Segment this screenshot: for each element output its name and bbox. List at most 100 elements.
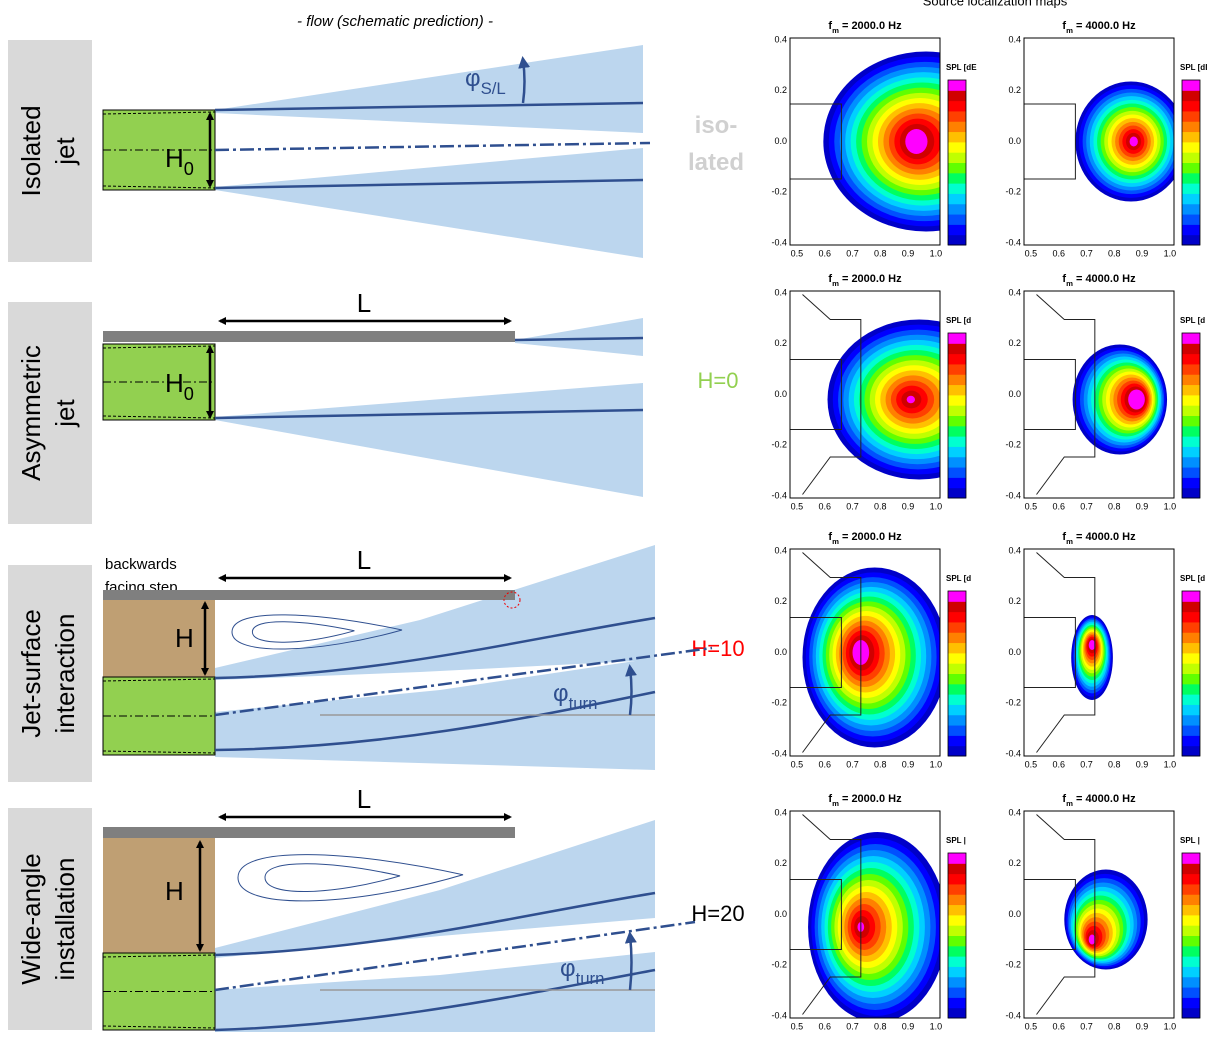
colorbar-band xyxy=(1182,946,1200,957)
nozzle-outline xyxy=(1024,360,1075,430)
map-field xyxy=(790,553,947,753)
colorbar-band xyxy=(948,333,966,344)
colorbar-band xyxy=(1182,874,1200,885)
map-x-tick: 1.0 xyxy=(1164,1021,1177,1031)
map-y-tick: 0.2 xyxy=(774,338,787,348)
map-x-tick: 0.8 xyxy=(874,501,887,511)
map-x-tick: 0.6 xyxy=(818,1021,831,1031)
colorbar-band xyxy=(948,997,966,1008)
colorbar-band xyxy=(948,354,966,365)
colorbar-band xyxy=(948,601,966,612)
map-y-tick: 0.0 xyxy=(1008,647,1021,657)
colorbar-band xyxy=(1182,121,1200,132)
map-field xyxy=(1024,295,1167,495)
colorbar-band xyxy=(1182,715,1200,726)
flow-title: - flow (schematic prediction) - xyxy=(297,13,493,30)
colorbar-band xyxy=(948,132,966,143)
colorbar-band xyxy=(948,894,966,905)
colorbar-band xyxy=(948,488,966,499)
map-field xyxy=(790,295,1011,495)
colorbar-band xyxy=(948,591,966,602)
figure: - flow (schematic prediction) -Source lo… xyxy=(0,0,1207,1039)
map-y-tick: 0.4 xyxy=(1008,545,1021,555)
map-y-tick: 0.4 xyxy=(774,545,787,555)
map-x-tick: 1.0 xyxy=(1164,501,1177,511)
colorbar-band xyxy=(948,121,966,132)
row-label: Asymmetric xyxy=(16,345,46,481)
colorbar-band xyxy=(1182,374,1200,385)
map-y-tick: -0.2 xyxy=(771,698,787,708)
colorbar-band xyxy=(1182,436,1200,447)
map-y-tick: 0.0 xyxy=(1008,909,1021,919)
colorbar-band xyxy=(948,343,966,354)
config-label: lated xyxy=(688,149,744,176)
map-x-tick: 0.7 xyxy=(1080,1021,1093,1031)
colorbar-band xyxy=(1182,977,1200,988)
map-field xyxy=(790,52,1029,232)
colorbar-band xyxy=(1182,467,1200,478)
map-y-tick: 0.0 xyxy=(1008,389,1021,399)
colorbar-band xyxy=(1182,915,1200,926)
colorbar-band xyxy=(948,467,966,478)
colorbar-band xyxy=(948,936,966,947)
height-label-part: H xyxy=(165,876,184,906)
config-label: iso- xyxy=(695,112,738,139)
map-y-tick: -0.4 xyxy=(1005,748,1021,758)
colorbar-band xyxy=(1182,446,1200,457)
map-x-tick: 0.8 xyxy=(874,248,887,258)
colorbar-band xyxy=(948,142,966,153)
colorbar-band xyxy=(948,946,966,957)
colorbar-band xyxy=(948,874,966,885)
map-x-tick: 0.9 xyxy=(902,501,915,511)
map-title-part: = 2000.0 Hz xyxy=(839,793,902,805)
colorbar-band xyxy=(948,80,966,91)
height-label-part: H xyxy=(165,368,184,398)
jet-cone xyxy=(215,45,643,133)
map-y-tick: 0.0 xyxy=(774,647,787,657)
height-label: H xyxy=(175,623,194,653)
length-label: L xyxy=(357,288,371,318)
nozzle-outline xyxy=(1024,104,1075,179)
map-y-tick: 0.4 xyxy=(774,287,787,297)
colorbar-band xyxy=(948,674,966,685)
colorbar-label: SPL [d xyxy=(1180,316,1205,325)
colorbar-band xyxy=(948,457,966,468)
map-field xyxy=(790,815,947,1023)
map-y-tick: 0.4 xyxy=(1008,34,1021,44)
colorbar-band xyxy=(948,193,966,204)
map-x-tick: 0.8 xyxy=(874,759,887,769)
map-title: fm = 2000.0 Hz xyxy=(828,793,902,808)
height-label-part: H xyxy=(165,143,184,173)
colorbar-band xyxy=(948,436,966,447)
colorbar-band xyxy=(948,152,966,163)
config-label: H=0 xyxy=(698,368,739,393)
step xyxy=(103,838,215,953)
colorbar-band xyxy=(948,863,966,874)
map-x-tick: 0.5 xyxy=(1025,248,1038,258)
colorbar-band xyxy=(948,643,966,654)
colorbar-band xyxy=(1182,653,1200,664)
map-title: fm = 2000.0 Hz xyxy=(828,20,902,35)
map-x-tick: 0.7 xyxy=(1080,501,1093,511)
map-title: fm = 2000.0 Hz xyxy=(828,531,902,546)
contour-level xyxy=(1130,137,1138,147)
colorbar-band xyxy=(948,405,966,416)
map-title-part: = 4000.0 Hz xyxy=(1073,20,1136,32)
row-label: installation xyxy=(50,858,80,981)
jet-cone xyxy=(215,148,643,258)
map-x-tick: 0.7 xyxy=(846,248,859,258)
colorbar-band xyxy=(1182,163,1200,174)
colorbar-band xyxy=(1182,224,1200,235)
colorbar-band xyxy=(1182,183,1200,194)
colorbar-band xyxy=(1182,477,1200,488)
map-x-tick: 0.7 xyxy=(846,501,859,511)
colorbar-band xyxy=(948,653,966,664)
map-title: fm = 4000.0 Hz xyxy=(1062,273,1136,288)
colorbar-band xyxy=(1182,601,1200,612)
map-x-tick: 0.6 xyxy=(818,248,831,258)
map-x-tick: 0.9 xyxy=(1136,759,1149,769)
map-y-tick: -0.2 xyxy=(1005,440,1021,450)
map-title: fm = 4000.0 Hz xyxy=(1062,20,1136,35)
map-y-tick: 0.2 xyxy=(1008,858,1021,868)
colorbar-band xyxy=(1182,426,1200,437)
